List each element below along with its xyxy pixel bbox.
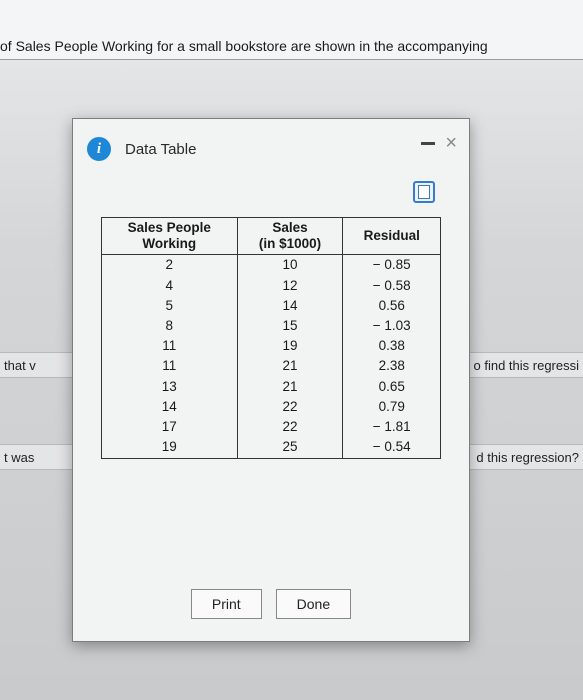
band1-right-text: o find this regressi	[474, 358, 583, 373]
table-cell: 10	[237, 255, 343, 276]
col-header-residual: Residual	[343, 218, 441, 255]
table-cell: 12	[237, 276, 343, 296]
table-row: 210− 0.85	[102, 255, 441, 276]
table-row: 815− 1.03	[102, 316, 441, 336]
data-table-modal: i Data Table × Sales People Working Sale…	[72, 118, 470, 642]
table-cell: 0.38	[343, 336, 441, 356]
table-cell: 21	[237, 377, 343, 397]
table-cell: 2	[102, 255, 238, 276]
table-cell: 25	[237, 437, 343, 458]
window-controls: ×	[421, 133, 457, 153]
table-row: 13210.65	[102, 377, 441, 397]
table-cell: 4	[102, 276, 238, 296]
modal-title: Data Table	[125, 141, 196, 158]
minimize-icon[interactable]	[421, 142, 435, 145]
table-cell: 21	[237, 356, 343, 376]
table-row: 1925− 0.54	[102, 437, 441, 458]
col-header-line2: Working	[142, 236, 196, 251]
table-cell: − 1.81	[343, 417, 441, 437]
table-row: 412− 0.58	[102, 276, 441, 296]
table-cell: 19	[102, 437, 238, 458]
band1-left-text: that v	[4, 358, 36, 373]
done-button[interactable]: Done	[276, 589, 351, 619]
modal-footer: Print Done	[73, 589, 469, 619]
table-cell: 0.79	[343, 397, 441, 417]
table-row: 11212.38	[102, 356, 441, 376]
page-header-text: of Sales People Working for a small book…	[0, 38, 488, 54]
table-row: 11190.38	[102, 336, 441, 356]
table-cell: 14	[102, 397, 238, 417]
table-cell: − 1.03	[343, 316, 441, 336]
table-cell: 8	[102, 316, 238, 336]
table-cell: 2.38	[343, 356, 441, 376]
print-button[interactable]: Print	[191, 589, 262, 619]
col-header-line2: (in $1000)	[259, 236, 321, 251]
copy-icon[interactable]	[413, 181, 435, 203]
table-cell: 22	[237, 397, 343, 417]
close-icon[interactable]: ×	[445, 133, 457, 153]
table-row: 14220.79	[102, 397, 441, 417]
table-row: 5140.56	[102, 296, 441, 316]
data-table: Sales People Working Sales (in $1000) Re…	[101, 217, 441, 459]
modal-header: i Data Table ×	[73, 119, 469, 179]
col-header-sales-people: Sales People Working	[102, 218, 238, 255]
table-cell: − 0.54	[343, 437, 441, 458]
table-header-row: Sales People Working Sales (in $1000) Re…	[102, 218, 441, 255]
table-cell: 13	[102, 377, 238, 397]
table-row: 1722− 1.81	[102, 417, 441, 437]
table-cell: − 0.58	[343, 276, 441, 296]
table-cell: 11	[102, 336, 238, 356]
table-body: 210− 0.85412− 0.585140.56815− 1.0311190.…	[102, 255, 441, 458]
col-header-sales: Sales (in $1000)	[237, 218, 343, 255]
table-cell: 5	[102, 296, 238, 316]
table-cell: 19	[237, 336, 343, 356]
info-icon: i	[87, 137, 111, 161]
band2-right-text: d this regression?	[476, 450, 583, 465]
table-cell: − 0.85	[343, 255, 441, 276]
table-cell: 0.56	[343, 296, 441, 316]
table-cell: 14	[237, 296, 343, 316]
table-cell: 17	[102, 417, 238, 437]
band2-left-text: t was	[4, 450, 34, 465]
table-cell: 15	[237, 316, 343, 336]
modal-body: Sales People Working Sales (in $1000) Re…	[73, 179, 469, 459]
table-cell: 11	[102, 356, 238, 376]
table-cell: 22	[237, 417, 343, 437]
col-header-line1: Sales People	[128, 220, 211, 235]
col-header-line1: Sales	[272, 220, 307, 235]
col-header-line1: Residual	[364, 228, 420, 243]
table-cell: 0.65	[343, 377, 441, 397]
